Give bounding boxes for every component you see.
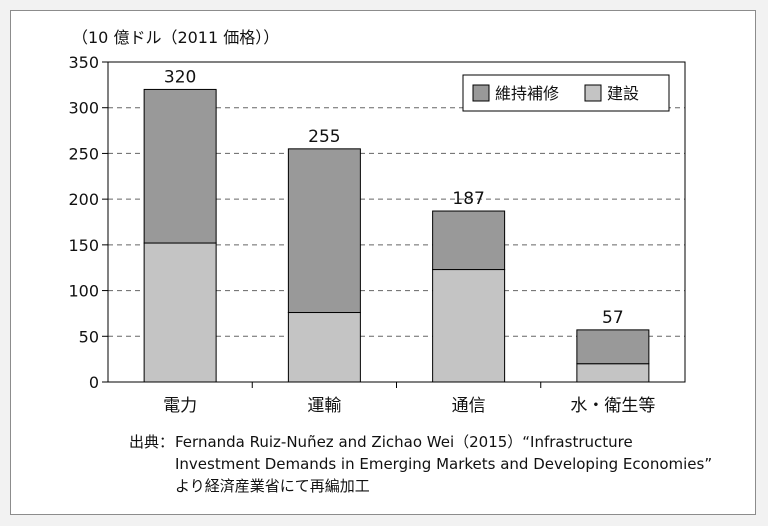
bar-maintenance-2	[432, 210, 506, 271]
bar-construction-1	[287, 312, 361, 383]
legend-label-maintenance: 維持補修	[495, 84, 559, 103]
x-category-label-0: 電力	[163, 396, 197, 416]
source-label: 出典：	[129, 433, 175, 451]
y-axis-unit-label: （10 億ドル（2011 価格））	[72, 28, 280, 47]
x-category-label-3: 水・衛生等	[570, 396, 655, 416]
bar-total-label-3: 57	[602, 308, 624, 328]
bar-maintenance-0	[143, 88, 217, 244]
y-tick-label-350: 350	[68, 53, 99, 72]
y-tick-label-50: 50	[79, 327, 99, 346]
bar-maintenance-3	[576, 329, 650, 365]
x-category-label-1: 運輸	[307, 396, 341, 416]
y-tick-label-150: 150	[68, 236, 99, 255]
bar-construction-0	[143, 242, 217, 383]
axes	[102, 61, 686, 388]
bars	[143, 88, 650, 383]
labels: 0 50 100 150 200 250 300 350 320 電力 255 運輸 187 通信 57 水・…	[68, 53, 655, 416]
legend-swatch-maintenance	[472, 84, 490, 102]
bar-construction-3	[576, 363, 650, 383]
y-tick-label-300: 300	[68, 99, 99, 118]
y-tick-label-250: 250	[68, 144, 99, 163]
y-tick-label-100: 100	[68, 282, 99, 301]
bar-total-label-0: 320	[164, 67, 196, 87]
y-tick-label-0: 0	[89, 373, 99, 392]
x-category-label-2: 通信	[452, 396, 486, 416]
y-tick-label-200: 200	[68, 190, 99, 209]
bar-total-label-1: 255	[308, 127, 340, 147]
legend: 維持補修 建設	[462, 74, 670, 112]
bar-total-label-2: 187	[452, 189, 484, 209]
source-text: Fernanda Ruiz-Nuñez and Zichao Wei（2015）…	[175, 433, 713, 495]
legend-box	[462, 74, 670, 112]
legend-swatch-construction	[584, 84, 602, 102]
bar-maintenance-1	[287, 148, 361, 314]
bar-construction-2	[432, 269, 506, 383]
legend-label-construction: 建設	[607, 84, 639, 103]
